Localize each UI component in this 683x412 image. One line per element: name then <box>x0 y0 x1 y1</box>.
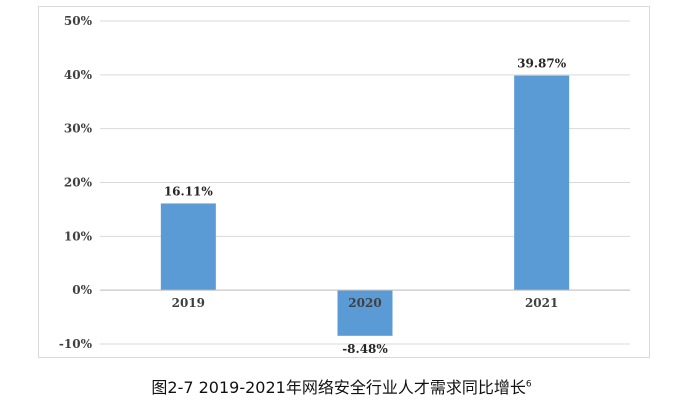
bar <box>514 75 570 291</box>
data-label: 16.11% <box>164 184 214 198</box>
y-tick-label: 20% <box>64 176 93 190</box>
y-tick-label: 10% <box>64 229 93 243</box>
y-tick-label: 0% <box>72 283 92 297</box>
data-label: 39.87% <box>517 57 567 71</box>
x-tick-label: 2019 <box>172 296 205 310</box>
x-tick-label: 2020 <box>348 296 381 310</box>
caption-footnote: 6 <box>525 379 532 390</box>
chart-caption: 图2-7 2019-2021年网络安全行业人才需求同比增长6 <box>0 374 683 398</box>
y-tick-label: 50% <box>64 14 93 28</box>
bar <box>160 203 216 291</box>
caption-text: 图2-7 2019-2021年网络安全行业人才需求同比增长 <box>151 378 526 397</box>
y-tick-label: 30% <box>64 122 93 136</box>
y-tick-label: -10% <box>59 337 93 351</box>
y-tick-label: 40% <box>64 68 93 82</box>
data-label: -8.48% <box>342 342 388 356</box>
x-tick-label: 2021 <box>525 296 558 310</box>
bar <box>337 290 393 336</box>
